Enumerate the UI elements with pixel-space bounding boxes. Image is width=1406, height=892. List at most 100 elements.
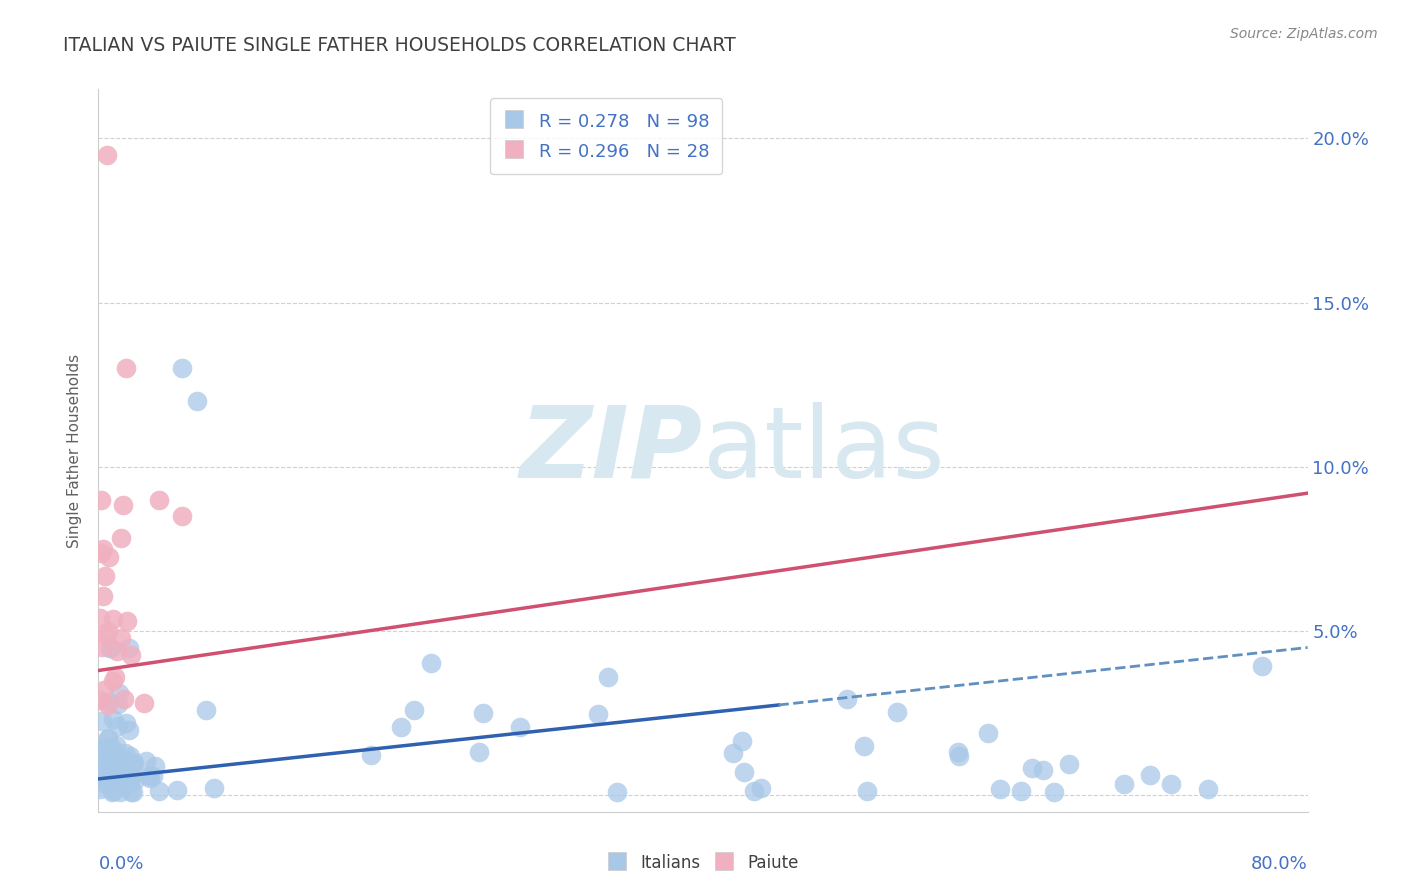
Point <box>105 772 128 787</box>
Point <box>886 705 908 719</box>
Point <box>117 640 139 655</box>
Point <box>856 784 879 798</box>
Point <box>118 749 141 764</box>
Point <box>98 740 121 755</box>
Point <box>98 640 121 655</box>
Point <box>108 785 131 799</box>
Point <box>988 781 1011 796</box>
Point <box>89 781 111 796</box>
Point <box>98 550 121 565</box>
Legend: Italians, Paiute: Italians, Paiute <box>600 847 806 880</box>
Point <box>114 715 136 730</box>
Point <box>142 769 165 783</box>
Point <box>202 780 225 795</box>
Point <box>111 776 134 790</box>
Y-axis label: Single Father Households: Single Father Households <box>67 353 83 548</box>
Point <box>596 670 619 684</box>
Point <box>90 640 112 654</box>
Text: 80.0%: 80.0% <box>1251 855 1308 873</box>
Point <box>360 747 382 762</box>
Point <box>170 361 193 376</box>
Point <box>586 706 609 721</box>
Point <box>101 611 124 625</box>
Point <box>114 753 136 767</box>
Point <box>1114 777 1136 791</box>
Point <box>112 498 135 512</box>
Point <box>103 772 125 786</box>
Point <box>733 764 755 779</box>
Point <box>132 696 155 710</box>
Point <box>170 509 193 524</box>
Point <box>97 731 120 746</box>
Point <box>94 771 117 785</box>
Point <box>148 784 170 798</box>
Point <box>115 614 138 628</box>
Point <box>110 631 132 645</box>
Point <box>101 779 124 793</box>
Point <box>1250 659 1272 673</box>
Point <box>1032 763 1054 777</box>
Point <box>742 784 765 798</box>
Point <box>105 738 128 752</box>
Point <box>108 686 131 700</box>
Point <box>98 753 121 767</box>
Point <box>1021 761 1043 775</box>
Point <box>122 756 145 771</box>
Point <box>110 780 132 794</box>
Point <box>721 746 744 760</box>
Point <box>89 692 111 706</box>
Point <box>103 781 125 796</box>
Text: atlas: atlas <box>703 402 945 499</box>
Point <box>122 768 145 782</box>
Point <box>103 784 125 798</box>
Point <box>91 541 114 556</box>
Point <box>96 773 118 788</box>
Point <box>103 781 125 796</box>
Point <box>100 640 122 655</box>
Point <box>94 777 117 791</box>
Point <box>103 768 125 782</box>
Point <box>120 648 142 662</box>
Point <box>143 759 166 773</box>
Point <box>148 492 170 507</box>
Point <box>93 683 115 698</box>
Point <box>90 756 112 771</box>
Text: ITALIAN VS PAIUTE SINGLE FATHER HOUSEHOLDS CORRELATION CHART: ITALIAN VS PAIUTE SINGLE FATHER HOUSEHOL… <box>63 36 735 54</box>
Point <box>749 780 772 795</box>
Point <box>97 695 120 709</box>
Point <box>389 720 412 734</box>
Point <box>108 769 131 783</box>
Point <box>1160 777 1182 791</box>
Point <box>90 546 112 560</box>
Point <box>139 771 162 785</box>
Point <box>509 720 531 734</box>
Point <box>122 785 145 799</box>
Point <box>122 755 145 769</box>
Point <box>114 746 136 760</box>
Point <box>420 656 443 670</box>
Point <box>852 739 875 753</box>
Point <box>97 760 120 774</box>
Point <box>1197 781 1219 796</box>
Point <box>112 692 135 706</box>
Point <box>93 590 115 604</box>
Point <box>135 754 157 768</box>
Point <box>107 697 129 711</box>
Point <box>124 773 146 788</box>
Text: Source: ZipAtlas.com: Source: ZipAtlas.com <box>1230 27 1378 41</box>
Point <box>194 703 217 717</box>
Point <box>103 745 125 759</box>
Point <box>97 756 120 771</box>
Text: ZIP: ZIP <box>520 402 703 499</box>
Point <box>97 731 120 746</box>
Point <box>138 768 160 782</box>
Text: 0.0%: 0.0% <box>98 855 143 873</box>
Point <box>101 741 124 756</box>
Point <box>105 644 128 658</box>
Point <box>114 361 136 376</box>
Point <box>94 628 117 642</box>
Point <box>93 756 115 771</box>
Point <box>472 706 495 720</box>
Point <box>89 611 111 625</box>
Point <box>1042 785 1064 799</box>
